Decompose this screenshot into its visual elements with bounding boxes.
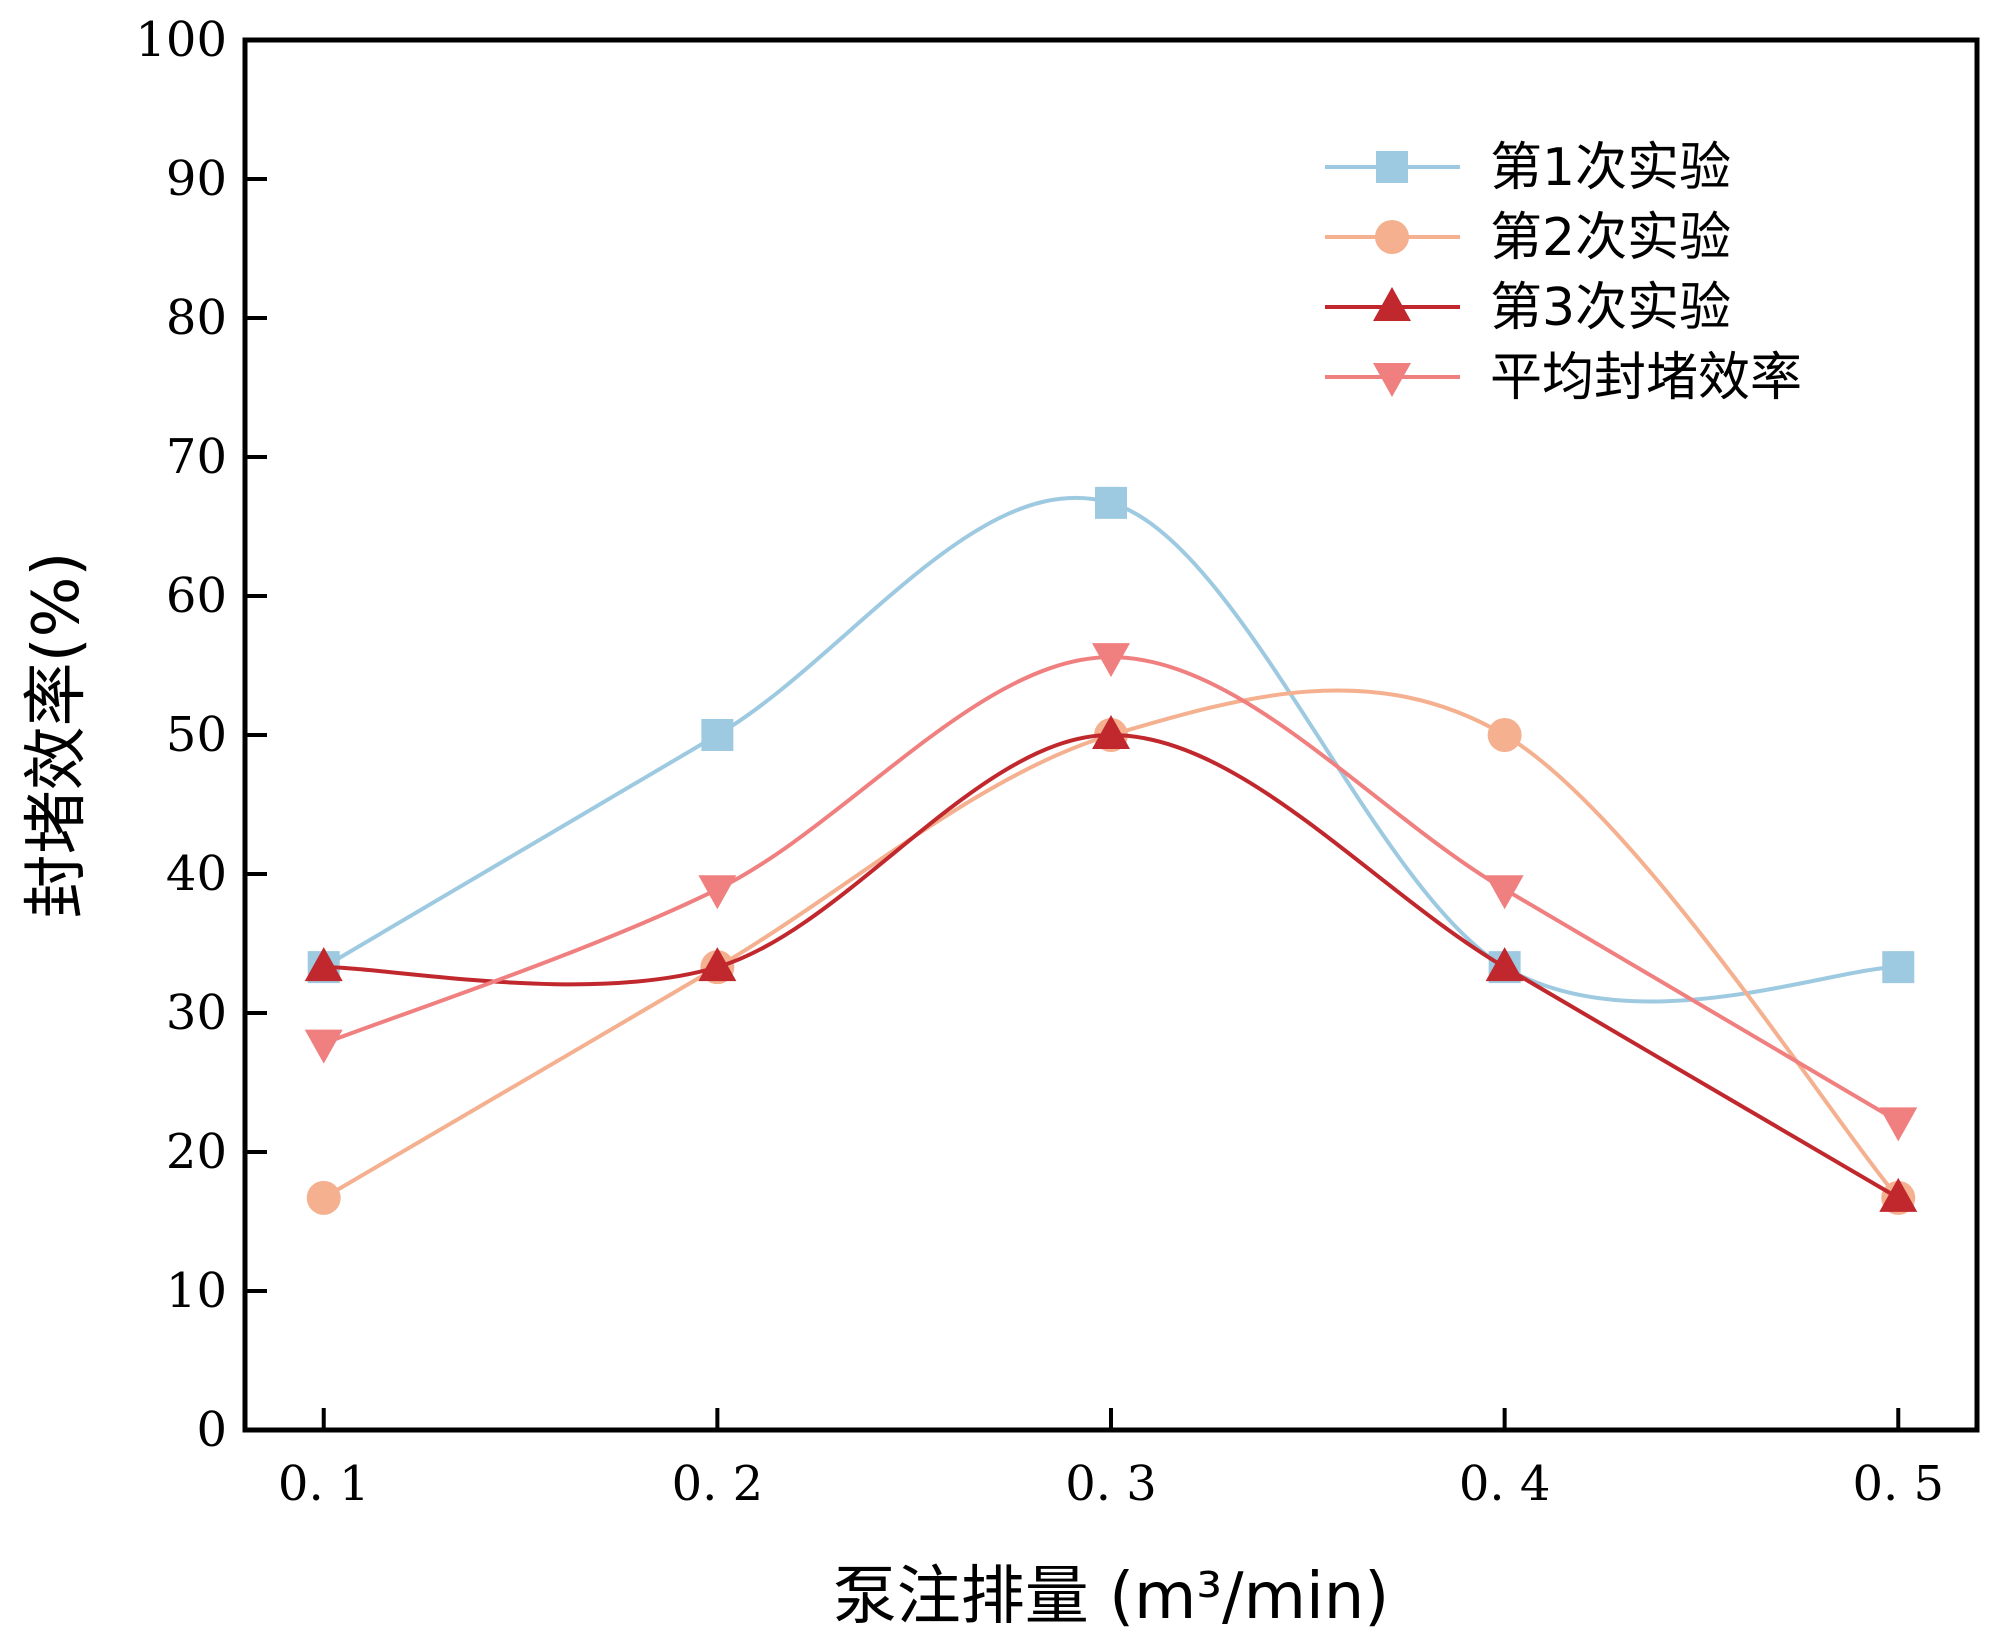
y-tick-label: 10 — [166, 1263, 227, 1319]
legend-marker — [1373, 287, 1411, 321]
data-point — [1092, 643, 1130, 678]
data-point — [304, 947, 343, 982]
legend-item: 第3次实验 — [1325, 278, 1731, 338]
data-point — [698, 947, 737, 982]
series-layer — [304, 486, 1918, 1215]
y-tick-label: 50 — [166, 707, 227, 763]
y-axis: 0 10 20 30 40 50 60 70 80 90 100 — [135, 12, 267, 1458]
legend-marker — [1373, 363, 1411, 397]
x-tick-label: 0. 1 — [278, 1456, 370, 1512]
data-point — [1879, 1177, 1918, 1212]
y-tick-label: 20 — [166, 1124, 227, 1180]
y-tick-label: 40 — [166, 846, 227, 902]
data-point — [1879, 1107, 1918, 1142]
data-point — [698, 875, 737, 910]
y-axis-title: 封堵效率(%) — [20, 552, 94, 919]
series-4 — [304, 643, 1918, 1142]
y-tick-label: 70 — [166, 429, 227, 485]
y-tick-label: 100 — [135, 12, 227, 68]
data-point — [1095, 486, 1127, 519]
data-point — [1485, 875, 1524, 910]
legend-item: 第2次实验 — [1325, 208, 1731, 268]
y-tick-label: 60 — [166, 568, 227, 624]
x-tick-label: 0. 2 — [672, 1456, 764, 1512]
data-point — [1092, 715, 1130, 749]
legend-label: 平均封堵效率 — [1490, 348, 1802, 408]
series-line — [322, 688, 1900, 1200]
data-point — [1485, 947, 1524, 982]
x-axis-title: 泵注排量 (m³/min) — [833, 1560, 1390, 1634]
data-point — [306, 1180, 341, 1215]
x-tick-label: 0. 3 — [1065, 1456, 1157, 1512]
legend-label: 第2次实验 — [1490, 208, 1731, 268]
series-3 — [304, 715, 1918, 1212]
data-point — [1487, 718, 1522, 752]
x-axis: 0. 1 0. 2 0. 3 0. 4 0. 5 — [278, 1408, 1944, 1512]
x-tick-label: 0. 5 — [1852, 1456, 1944, 1512]
data-point — [1882, 951, 1915, 984]
y-tick-label: 90 — [166, 151, 227, 207]
series-2 — [306, 688, 1916, 1215]
series-line — [323, 732, 1900, 1200]
y-tick-label: 30 — [166, 985, 227, 1041]
data-point — [701, 719, 734, 751]
y-tick-label: 0 — [196, 1402, 227, 1458]
legend-marker — [1376, 151, 1408, 183]
legend-marker — [1375, 220, 1409, 254]
x-tick-label: 0. 4 — [1459, 1456, 1551, 1512]
data-point — [304, 1029, 343, 1064]
legend-item: 第1次实验 — [1325, 138, 1731, 198]
legend-item: 平均封堵效率 — [1325, 348, 1802, 408]
legend-label: 第3次实验 — [1490, 278, 1731, 338]
y-tick-label: 80 — [166, 290, 227, 346]
legend-label: 第1次实验 — [1490, 138, 1731, 198]
